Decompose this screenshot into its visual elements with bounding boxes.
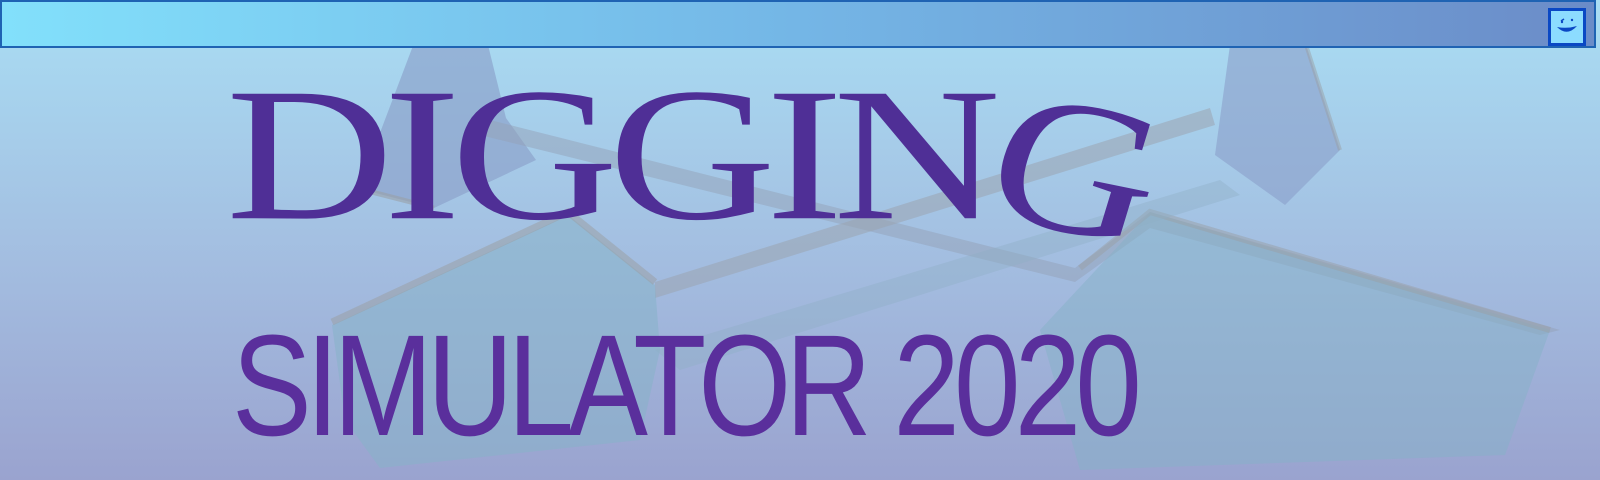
mountain-shape — [332, 215, 660, 468]
ridge-band — [655, 108, 1215, 298]
mountain-shape — [1215, 20, 1340, 205]
top-bar — [0, 0, 1596, 48]
face-button[interactable] — [1548, 8, 1586, 46]
mountain-shape — [1040, 212, 1550, 470]
title-letters: DIGGIN — [226, 49, 1001, 261]
game-title-line-1: DIGGING — [226, 49, 1180, 285]
ridge-band — [655, 180, 1240, 370]
title-tilted-letter: G — [964, 49, 1180, 285]
game-title-line-2: SIMULATOR 2020 — [232, 305, 1142, 466]
mountain-shape — [364, 22, 536, 208]
smiley-face-icon — [1557, 18, 1577, 32]
